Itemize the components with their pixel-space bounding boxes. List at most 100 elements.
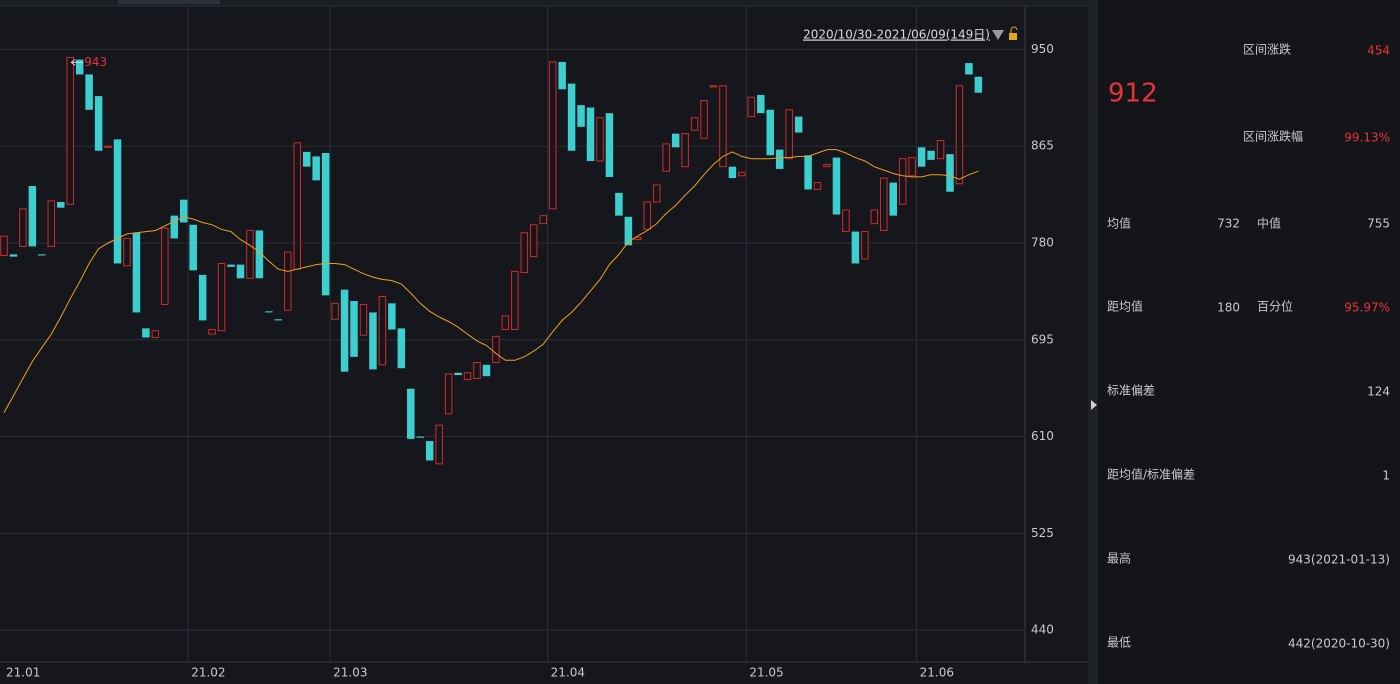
- candle-up: [747, 96, 756, 118]
- candle-up: [709, 85, 718, 88]
- stat-label: 中值: [1257, 216, 1281, 231]
- stat-value: 99.13%: [1344, 131, 1390, 145]
- candle-down: [9, 254, 18, 257]
- candle-down: [189, 224, 197, 271]
- stat-value: 943(2021-01-13): [1288, 553, 1390, 567]
- stat-label: 距均值: [1107, 299, 1143, 314]
- stat-label: 标准偏差: [1107, 383, 1155, 398]
- candle-up: [444, 373, 453, 415]
- candle-up: [293, 142, 302, 270]
- candle-down: [321, 153, 330, 296]
- candle-up: [359, 303, 368, 336]
- x-tick-label: 21.01: [6, 666, 40, 680]
- tab: [118, 0, 220, 4]
- candle-down: [577, 105, 585, 127]
- candle-up: [842, 209, 850, 233]
- candle-down: [766, 109, 775, 156]
- candle-up: [823, 163, 831, 168]
- candle-down: [482, 364, 491, 377]
- candle-down: [965, 63, 973, 75]
- candle-up: [123, 237, 131, 267]
- y-tick-label: 950: [1031, 42, 1054, 56]
- candle-down: [917, 147, 926, 167]
- candle-down: [85, 74, 93, 110]
- candle-down: [236, 264, 245, 279]
- y-tick-label: 780: [1031, 235, 1054, 249]
- candle-up: [643, 201, 652, 230]
- splitter[interactable]: [1088, 0, 1098, 684]
- candle-up: [492, 335, 500, 364]
- candle-up: [530, 224, 538, 258]
- stat-label: 区间涨跌: [1243, 42, 1291, 57]
- candle-up: [66, 56, 74, 205]
- candle-up: [47, 200, 56, 247]
- candle-up: [246, 229, 254, 279]
- x-tick-label: 21.06: [920, 666, 954, 680]
- candle-down: [142, 328, 150, 338]
- candle-up: [662, 143, 670, 172]
- candle-down: [28, 186, 37, 247]
- candle-down: [851, 231, 860, 264]
- collapse-arrow[interactable]: [1091, 400, 1097, 410]
- candle-up: [548, 61, 557, 210]
- stat-value: 124: [1367, 385, 1390, 399]
- range-label[interactable]: 2020/10/30-2021/06/09(149日): [803, 28, 990, 42]
- candle-up: [785, 109, 793, 160]
- candle-up: [700, 100, 708, 139]
- candle-up: [520, 232, 529, 274]
- stat-value: 732: [1217, 217, 1240, 231]
- y-tick-label: 525: [1031, 526, 1054, 540]
- candle-down: [757, 94, 765, 114]
- dropdown-arrow[interactable]: [992, 30, 1004, 40]
- y-tick-label: 440: [1031, 623, 1054, 637]
- candle-up: [161, 227, 169, 305]
- candle-up: [0, 235, 8, 257]
- candle-up: [19, 208, 27, 247]
- top-strip: [0, 0, 1088, 6]
- stats-panel: [1098, 0, 1400, 684]
- stat-label: 均值: [1107, 216, 1131, 231]
- candle-down: [75, 59, 84, 75]
- candle-up: [936, 139, 945, 160]
- y-tick-label: 695: [1031, 332, 1054, 346]
- candle-down: [832, 157, 841, 215]
- candle-down: [615, 192, 623, 216]
- stat-value: 1: [1382, 469, 1390, 483]
- candle-down: [57, 201, 65, 208]
- candle-up: [501, 315, 510, 331]
- candle-up: [870, 209, 879, 225]
- candle-up: [463, 372, 472, 381]
- candle-down: [179, 199, 188, 223]
- candle-up: [908, 157, 916, 177]
- candle-up: [690, 117, 699, 131]
- stat-label: 距均值/标准偏差: [1107, 467, 1195, 482]
- candle-down: [605, 113, 614, 177]
- candle-down: [397, 328, 406, 369]
- candle-down: [794, 116, 803, 133]
- candle-down: [255, 230, 264, 279]
- candle-down: [889, 182, 897, 216]
- candle-down: [775, 149, 784, 169]
- y-tick-label: 610: [1031, 429, 1054, 443]
- candle-down: [454, 372, 462, 376]
- stat-value: 95.97%: [1344, 301, 1390, 315]
- candle-up: [151, 330, 160, 338]
- y-tick-label: 865: [1031, 139, 1054, 153]
- candle-up: [331, 302, 339, 320]
- candle-down: [350, 301, 358, 357]
- candle-down: [265, 311, 273, 313]
- moving-average: [3, 149, 979, 413]
- candle-up: [955, 85, 964, 185]
- candle-down: [728, 166, 737, 179]
- candle-down: [425, 441, 434, 461]
- candle-down: [946, 154, 954, 192]
- candle-down: [312, 156, 320, 181]
- x-tick-label: 21.02: [191, 666, 225, 680]
- stat-label: 百分位: [1257, 299, 1293, 314]
- candle-up: [652, 184, 661, 203]
- lock-icon[interactable]: [1009, 33, 1017, 40]
- candle-up: [539, 215, 547, 225]
- candle-down: [558, 61, 566, 90]
